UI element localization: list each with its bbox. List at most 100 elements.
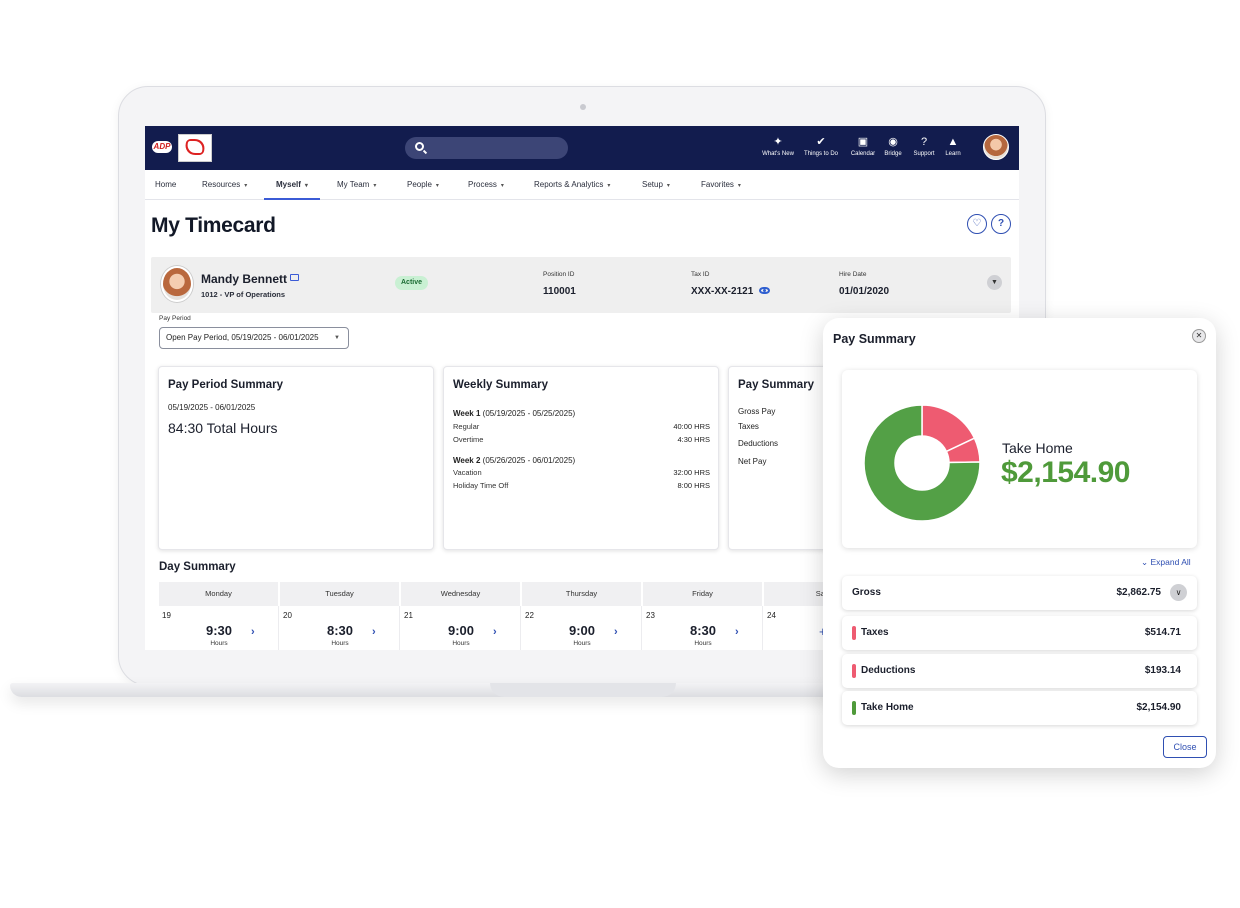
day-number: 21 [404,611,413,620]
menu-label: People [407,180,432,189]
close-button[interactable]: Close [1163,736,1207,758]
menu-item-people[interactable]: People ▾ [407,170,439,200]
day-cell[interactable]: 19 9:30 Hours › [159,606,279,650]
position-id-value: 110001 [543,286,576,297]
donut-slice-take-home [863,404,981,522]
tool-help[interactable]: ? Support [904,134,944,159]
day-hours-unit: Hours [452,640,470,647]
day-header: Tuesday [280,582,400,606]
card-title: Weekly Summary [453,379,549,391]
adp-logo[interactable]: ADP [152,141,172,153]
caret-down-icon: ▾ [435,183,439,189]
week-line-value: 32:00 HRS [673,468,710,477]
employee-avatar [161,266,193,302]
week-2-header: Week 2 (05/26/2025 - 06/01/2025) [453,456,576,465]
menu-label: Resources [202,180,241,189]
chevron-down-icon[interactable]: ▼ [987,275,1002,290]
menu-item-setup[interactable]: Setup ▾ [642,170,670,200]
week-line-label: Regular [453,422,480,431]
row-label: Take Home [861,702,914,713]
favorite-button[interactable]: ♡ [967,214,987,234]
tool-label: What's New [762,151,794,157]
pay-summary-item: Net Pay [738,457,767,466]
day-header: Monday [159,582,279,606]
laptop-camera [580,104,586,110]
week-line-value: 40:00 HRS [673,422,710,431]
checkmark-icon: ✔ [816,136,826,148]
tool-lightbulb[interactable]: ✦ What's New [758,134,798,159]
company-logo-mark [183,139,207,155]
menu-label: Reports & Analytics [534,180,604,189]
menu-item-my-team[interactable]: My Team ▾ [337,170,376,200]
menu-item-home[interactable]: Home [155,170,176,200]
day-cell[interactable]: 21 9:00 Hours › [401,606,521,650]
color-indicator [852,664,856,678]
tool-label: Support [913,151,935,157]
day-cell[interactable]: 23 8:30 Hours › [643,606,763,650]
chevron-right-icon[interactable]: › [493,626,497,638]
chevron-right-icon[interactable]: › [614,626,618,638]
day-number: 24 [767,611,776,620]
pay-period-summary-card: Pay Period Summary 05/19/2025 - 06/01/20… [158,366,434,550]
search-input[interactable] [405,137,568,159]
tool-bridge[interactable]: ◉ Bridge [873,134,913,159]
menu-item-process[interactable]: Process ▾ [468,170,504,200]
day-number: 23 [646,611,655,620]
chevron-down-icon[interactable]: ∨ [1170,584,1187,601]
week-line-value: 4:30 HRS [677,435,710,444]
pay-period-select[interactable]: Open Pay Period, 05/19/2025 - 06/01/2025… [159,327,349,349]
pay-period-label: Pay Period [159,315,191,322]
row-value: $2,154.90 [1136,702,1182,713]
expand-all-link[interactable]: ⌄ Expand All [1141,557,1191,567]
company-logo [178,134,212,162]
panel-title: Pay Summary [833,332,916,346]
employee-name: Mandy Bennett [201,272,288,286]
tool-label: Things to Do [803,151,839,157]
card-title: Pay Summary [738,379,815,391]
caret-down-icon: ▾ [666,183,670,189]
menu-item-reports-analytics[interactable]: Reports & Analytics ▾ [534,170,610,200]
lightbulb-icon: ✦ [773,136,783,148]
id-card-icon[interactable] [290,274,299,281]
pay-summary-panel: Pay Summary ✕ Take Home $2,154.90 ⌄ Expa… [823,318,1216,768]
help-icon: ? [920,136,928,148]
laptop-notch [490,683,676,697]
menu-item-resources[interactable]: Resources ▾ [202,170,247,200]
chevron-right-icon[interactable]: › [251,626,255,638]
menu-label: My Team [337,180,370,189]
day-cell[interactable]: 22 9:00 Hours › [522,606,642,650]
page-title: My Timecard [151,214,276,237]
help-button[interactable]: ? [991,214,1011,234]
tool-graduation-cap[interactable]: ▲ Learn [933,134,973,159]
day-header: Wednesday [401,582,521,606]
row-label: Taxes [861,627,889,638]
close-icon[interactable]: ✕ [1192,329,1206,343]
chevron-right-icon[interactable]: › [372,626,376,638]
row-label: Deductions [861,665,916,676]
tool-calendar[interactable]: ▣ Calendar [843,134,883,159]
day-hours: 9:00 [447,623,475,638]
caret-down-icon: ▼ [334,335,340,341]
day-hours-unit: Hours [573,640,591,647]
color-indicator [852,701,856,715]
eye-icon[interactable] [759,287,770,294]
add-time-icon[interactable]: + [819,624,827,639]
week-line-label: Vacation [453,468,482,477]
day-hours: 9:30 [205,623,233,638]
pay-summary-item: Gross Pay [738,407,776,416]
pay-row-gross[interactable]: Gross $2,862.75 ∨ [842,576,1197,610]
tool-checkmark[interactable]: ✔ Things to Do [801,134,841,159]
day-cell[interactable]: 20 8:30 Hours › [280,606,400,650]
day-header: Thursday [522,582,642,606]
top-bar: ADP ✦ What's New ✔ Things to Do ▣ Calendar ◉ Br… [145,126,1019,170]
menu-item-myself[interactable]: Myself ▾ [264,170,320,200]
menu-label: Setup [642,180,663,189]
donut-card: Take Home $2,154.90 [842,370,1197,548]
chevron-right-icon[interactable]: › [735,626,739,638]
menu-item-favorites[interactable]: Favorites ▾ [701,170,741,200]
menu-label: Home [155,180,177,189]
tool-label: Calendar [850,151,876,157]
user-avatar[interactable] [983,134,1009,160]
search-icon [415,142,424,151]
